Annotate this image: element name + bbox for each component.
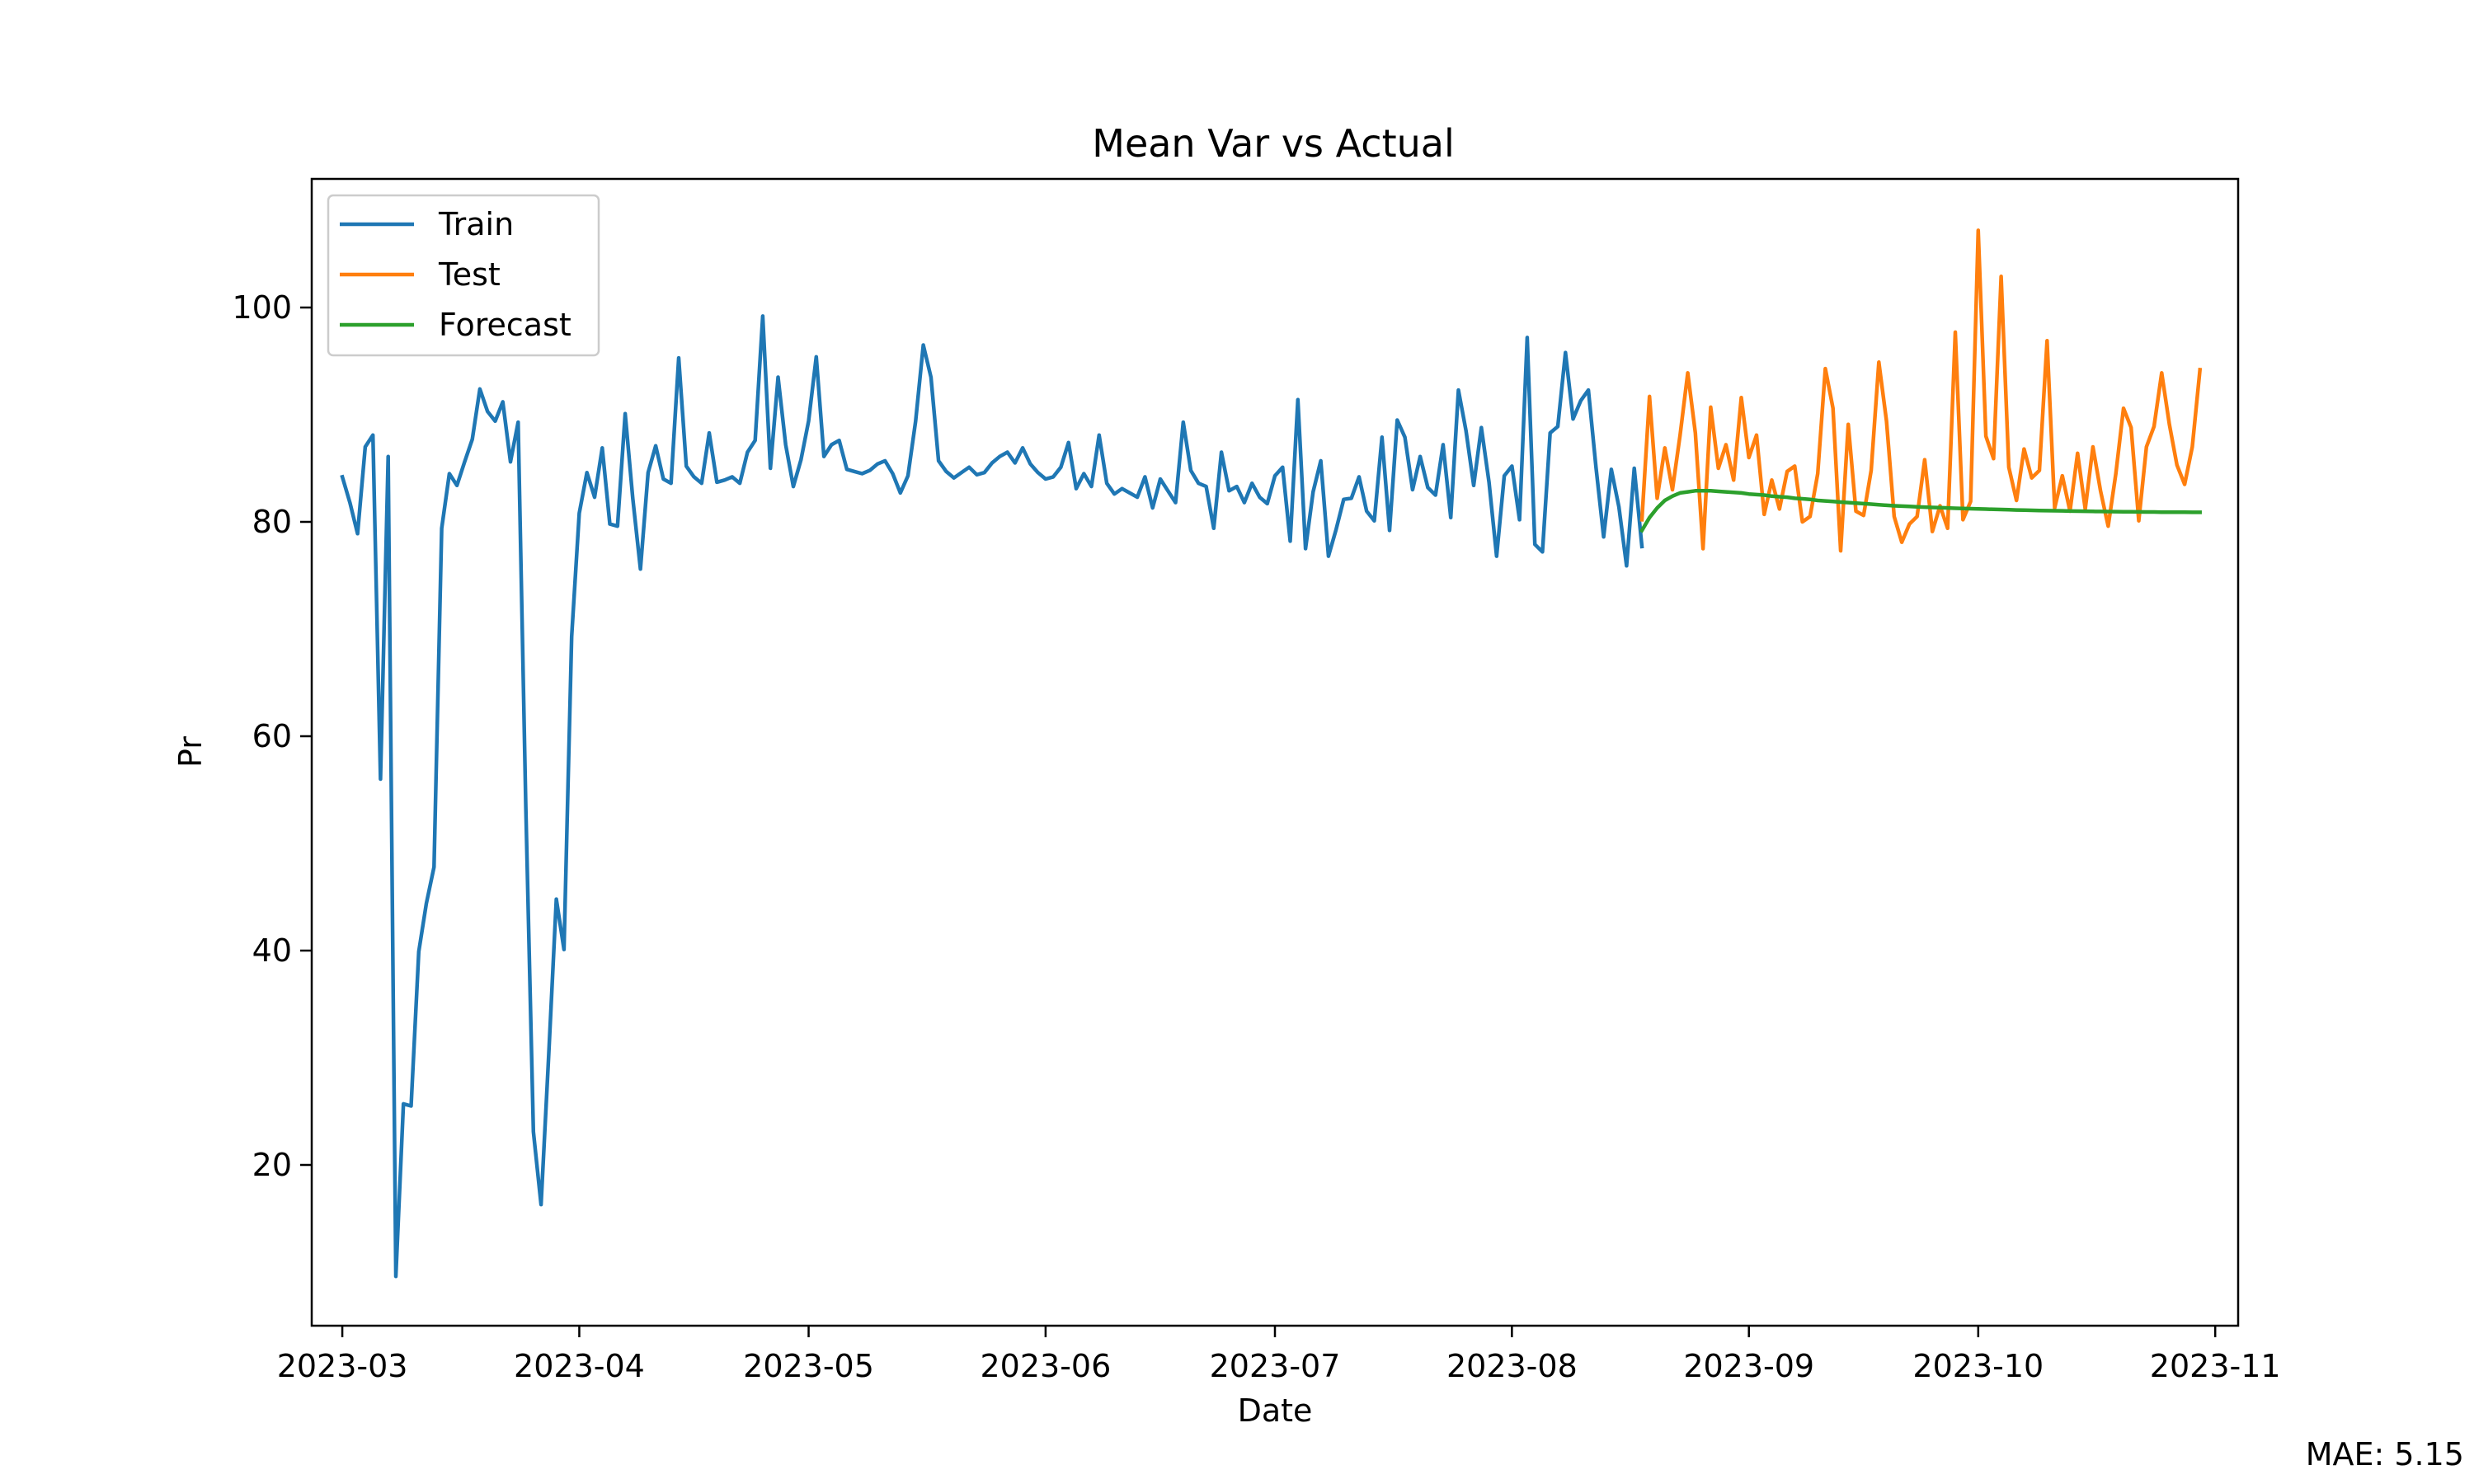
y-tick-label: 60: [252, 718, 292, 754]
legend-box: [327, 194, 600, 357]
legend-label-forecast: Forecast: [439, 307, 571, 343]
y-tick-label: 80: [252, 504, 292, 540]
plot-frame: [310, 177, 2240, 1327]
x-axis-label: Date: [1238, 1392, 1313, 1429]
x-tick-label: 2023-04: [514, 1348, 645, 1384]
y-axis-ticks: 20 40 60 80 100: [232, 289, 312, 1183]
x-tick-label: 2023-05: [743, 1348, 874, 1384]
x-tick-label: 2023-07: [1210, 1348, 1341, 1384]
x-tick-label: 2023-10: [1912, 1348, 2044, 1384]
series-line-forecast: [1639, 489, 2202, 533]
series-layer: [340, 228, 2203, 1279]
y-axis-label: Pr: [172, 736, 209, 768]
x-tick-label: 2023-11: [2150, 1348, 2281, 1384]
series-line-test: [1639, 228, 2203, 553]
x-tick-label: 2023-06: [981, 1348, 1112, 1384]
x-tick-label: 2023-08: [1446, 1348, 1578, 1384]
legend-label-test: Test: [438, 256, 501, 293]
y-tick-label: 40: [252, 932, 292, 969]
chart-title: Mean Var vs Actual: [1092, 121, 1455, 166]
y-tick-label: 20: [252, 1147, 292, 1183]
x-tick-label: 2023-03: [277, 1348, 408, 1384]
mae-annotation: MAE: 5.15: [2305, 1436, 2464, 1472]
x-tick-label: 2023-09: [1683, 1348, 1814, 1384]
x-axis-ticks: 2023-03 2023-04 2023-05 2023-06 2023-07 2023-…: [277, 1326, 2281, 1384]
legend-label-train: Train: [438, 206, 514, 242]
legend: Train Test Forecast: [327, 194, 600, 357]
y-tick-label: 100: [232, 289, 292, 326]
series-line-train: [340, 314, 1644, 1279]
